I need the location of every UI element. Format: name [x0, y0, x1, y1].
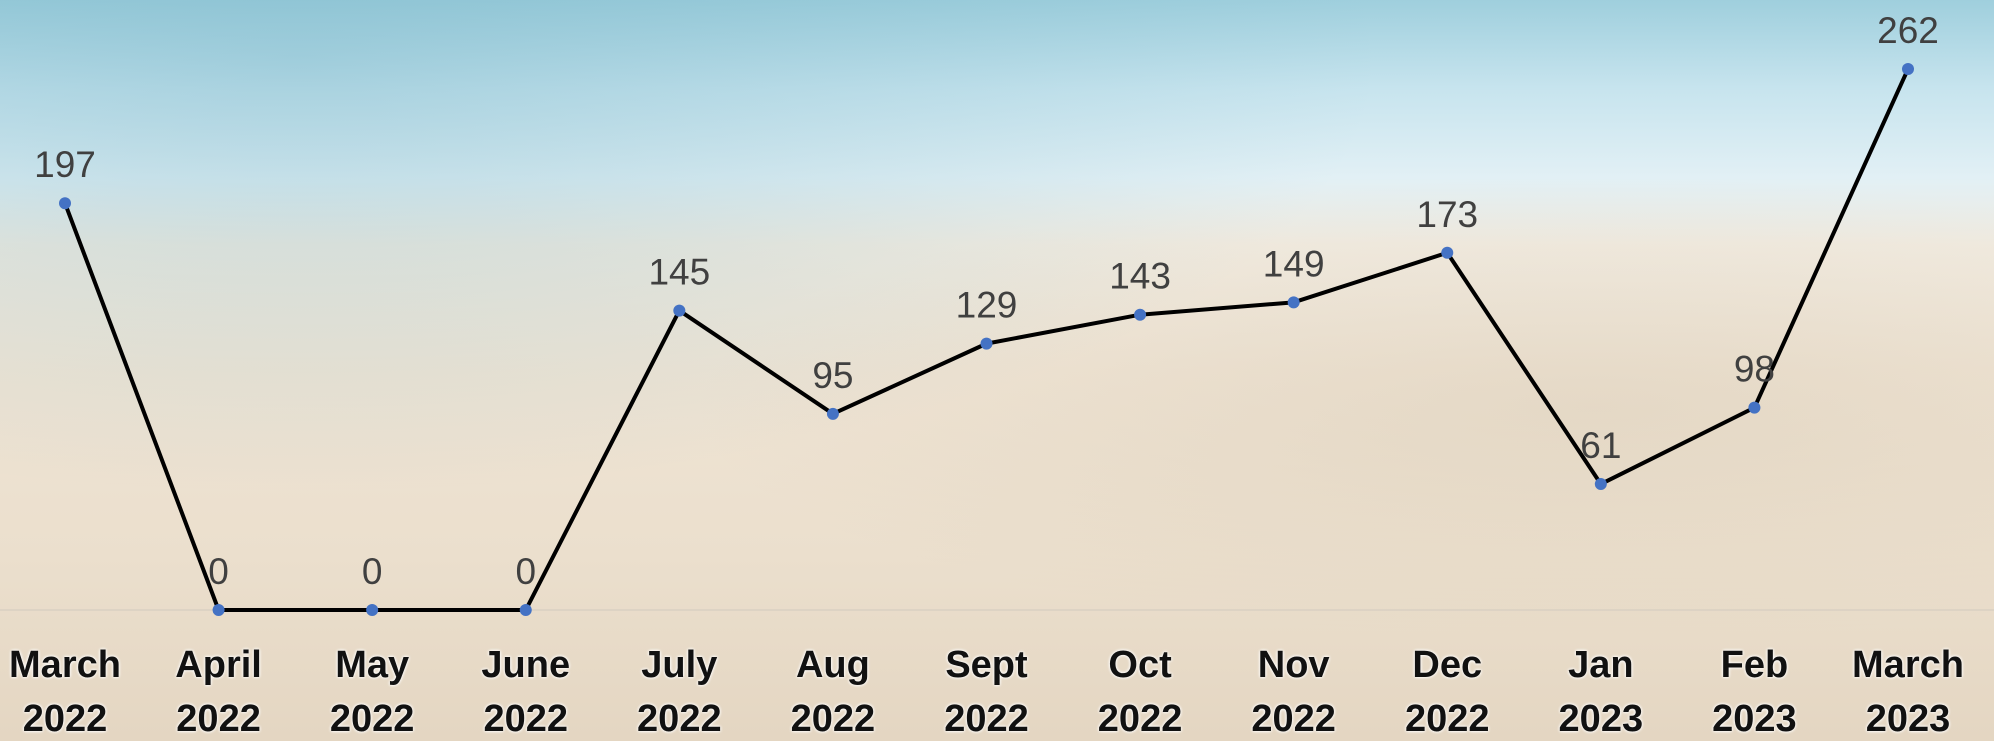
- marker: [366, 604, 379, 616]
- data-label: 0: [208, 551, 229, 592]
- data-label: 129: [956, 285, 1018, 326]
- marker: [212, 604, 225, 616]
- data-label: 143: [1109, 256, 1171, 297]
- x-tick-label: Dec 2022: [1404, 644, 1490, 740]
- marker: [980, 337, 993, 350]
- marker: [1287, 296, 1300, 309]
- x-tick-label: March 2022: [9, 644, 121, 740]
- marker: [826, 407, 839, 420]
- data-label: 0: [362, 551, 383, 592]
- marker: [59, 197, 71, 210]
- x-tick-label: June 2022: [481, 644, 571, 740]
- x-tick-label: Aug 2022: [790, 644, 876, 740]
- x-tick-label: Nov 2022: [1251, 644, 1336, 740]
- marker: [1594, 478, 1607, 491]
- marker: [1748, 401, 1761, 414]
- data-label: 197: [34, 144, 96, 185]
- data-label: 173: [1416, 194, 1478, 235]
- x-tick-label: Sept 2022: [944, 644, 1029, 740]
- data-label: 145: [648, 252, 710, 293]
- data-label: 61: [1580, 425, 1621, 466]
- x-tick-label: April 2022: [175, 644, 262, 740]
- data-label: 0: [515, 551, 536, 592]
- data-label: 98: [1734, 349, 1775, 390]
- x-tick-label: May 2022: [329, 644, 415, 740]
- x-tick-label: March 2023: [1852, 644, 1964, 740]
- marker: [1134, 308, 1147, 321]
- data-label: 149: [1263, 243, 1325, 284]
- x-tick-label: Oct 2022: [1097, 644, 1183, 740]
- data-label: 262: [1877, 10, 1939, 51]
- marker: [673, 304, 686, 317]
- marker: [519, 604, 532, 616]
- x-tick-label: Jan 2023: [1558, 644, 1644, 740]
- x-tick-label: July 2022: [637, 644, 722, 740]
- marker: [1902, 63, 1914, 75]
- marker: [1441, 246, 1454, 259]
- data-label: 95: [812, 355, 853, 396]
- x-tick-label: Feb 2023: [1712, 644, 1797, 740]
